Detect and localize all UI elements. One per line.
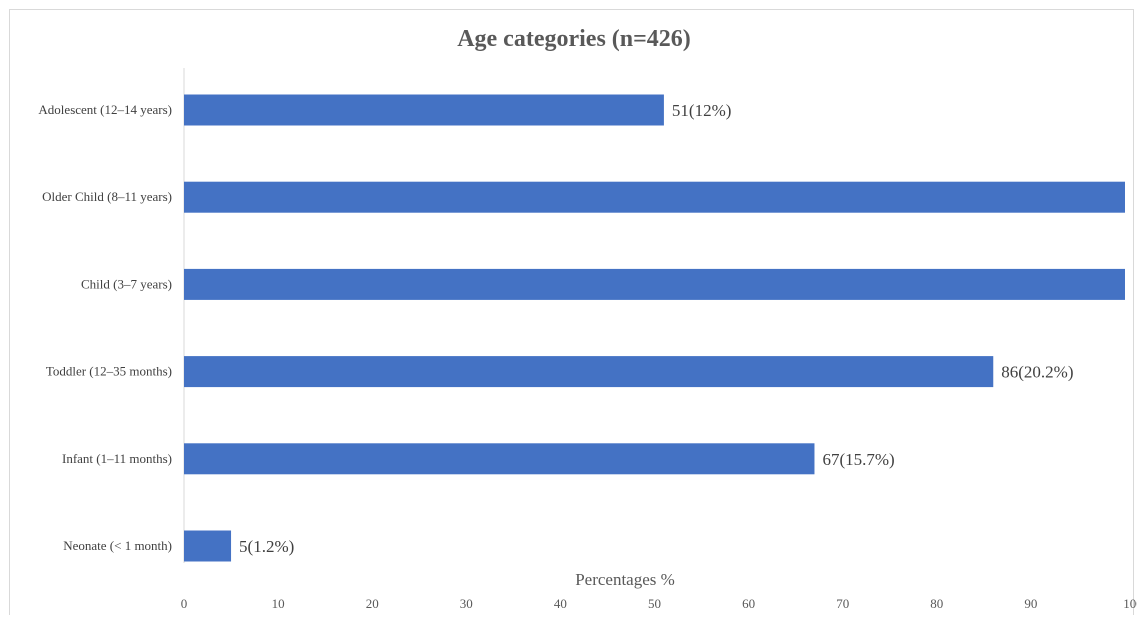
bar	[184, 530, 232, 562]
data-label: 5(1.2%)	[239, 537, 294, 556]
x-tick-label: 90	[1024, 596, 1037, 611]
x-tick-label: 80	[930, 596, 943, 611]
category-label: Toddler (12–35 months)	[46, 364, 172, 379]
x-tick-label: 70	[836, 596, 849, 611]
category-label: Child (3–7 years)	[81, 276, 172, 291]
x-tick-label: 40	[554, 596, 567, 611]
chart-frame	[9, 9, 1134, 615]
x-tick-label: 0	[181, 596, 188, 611]
x-axis-title: Percentages %	[575, 570, 675, 589]
bars-group	[184, 94, 1125, 562]
category-label: Older Child (8–11 years)	[42, 189, 172, 204]
category-labels: Adolescent (12–14 years) Older Child (8–1…	[38, 102, 172, 553]
data-label: 86(20.2%)	[1001, 363, 1073, 382]
category-label: Infant (1–11 months)	[62, 451, 172, 466]
x-tick-label: 30	[460, 596, 473, 611]
x-tick-label: 10	[272, 596, 285, 611]
x-tick-label: 60	[742, 596, 755, 611]
x-tick-label: 100	[1123, 596, 1137, 611]
chart-title: Age categories (n=426)	[457, 26, 691, 52]
bar	[184, 94, 664, 126]
bar	[184, 181, 1125, 213]
x-tick-label: 20	[366, 596, 379, 611]
data-label: 51(12%)	[672, 101, 731, 120]
x-tick-label: 50	[648, 596, 661, 611]
category-label: Adolescent (12–14 years)	[38, 102, 172, 117]
x-tick-labels: 0 10 20 30 40 50 60 70 80 90 100	[181, 596, 1137, 611]
data-label: 67(15.7%)	[822, 450, 894, 469]
category-label: Neonate (< 1 month)	[63, 538, 172, 553]
data-labels: 51(12%) 86(20.2%) 67(15.7%) 5(1.2%)	[239, 101, 1073, 556]
bar	[184, 268, 1125, 300]
bar	[184, 356, 994, 388]
bar	[184, 443, 815, 475]
